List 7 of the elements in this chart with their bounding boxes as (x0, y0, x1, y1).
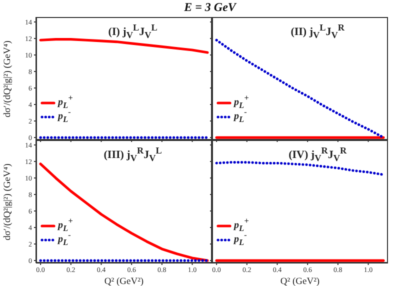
line-series (39, 38, 209, 54)
y-axis-title: dσ′/(dQ²|g|²) (GeV⁴) (3, 40, 13, 117)
text: E = 3 GeV (184, 0, 236, 14)
x-axis-title: Q² (GeV²) (280, 277, 320, 286)
y-axis-title: dσ′/(dQ²|g|²) (GeV⁴) (3, 163, 13, 240)
x-axis-title: Q² (GeV²) (104, 277, 144, 286)
line-series (39, 162, 209, 262)
